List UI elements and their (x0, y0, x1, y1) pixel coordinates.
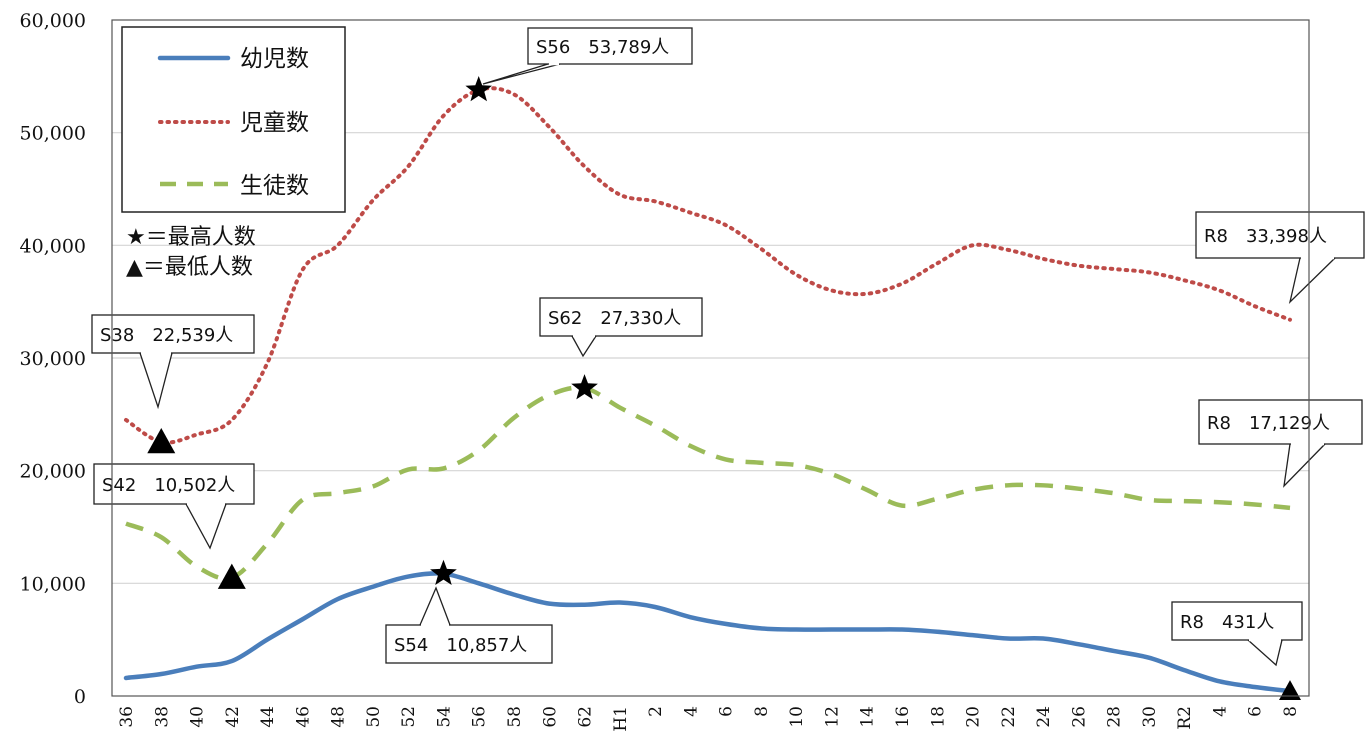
legend-label-child: 児童数 (240, 110, 309, 136)
y-tick-label: 10,000 (20, 573, 86, 595)
x-tick-label: 36 (117, 706, 137, 728)
x-tick-label: 38 (152, 706, 172, 728)
callout-label: R8 17,129人 (1207, 413, 1330, 434)
x-tick-label: 26 (1069, 706, 1089, 728)
callout-tail (572, 336, 596, 356)
callout-label: S54 10,857人 (394, 635, 527, 656)
y-tick-label: 50,000 (20, 123, 86, 145)
triangle-marker (218, 564, 246, 589)
x-tick-label: 62 (576, 706, 596, 728)
star-marker (465, 76, 492, 101)
x-tick-label: R2 (1175, 706, 1195, 730)
key-lowest: ▲＝最低人数 (126, 255, 253, 280)
callout-label: S38 22,539人 (100, 325, 233, 346)
x-tick-label: 4 (1210, 706, 1230, 717)
x-tick-label: H1 (611, 706, 631, 731)
x-tick-label: 12 (822, 706, 842, 728)
x-tick-label: 2 (646, 706, 666, 717)
star-marker (430, 560, 457, 585)
x-tick-label: 10 (787, 706, 807, 728)
callout-label: S56 53,789人 (536, 37, 669, 58)
series-line-student (126, 388, 1290, 579)
x-tick-label: 14 (858, 706, 878, 728)
x-axis-ticks: 36 38 40 42 44 46 48 50 52 54 56 58 60 62 H1 2 4 6 8 10 12 14… (117, 706, 1301, 731)
x-tick-label: 52 (399, 706, 419, 728)
callout-tail (186, 504, 226, 548)
legend: 幼児数 児童数 生徒数 (122, 27, 345, 212)
callout-tail (1290, 258, 1335, 302)
x-tick-label: 42 (223, 706, 243, 728)
y-tick-label: 30,000 (20, 348, 86, 370)
series-line-young (126, 573, 1290, 691)
x-tick-label: 40 (188, 706, 208, 728)
x-tick-label: 16 (893, 706, 913, 728)
callout-tail (1248, 640, 1282, 665)
x-tick-label: 56 (470, 706, 490, 728)
callout: S42 10,502人 (94, 464, 254, 548)
callout: S56 53,789人 (483, 28, 692, 84)
y-tick-label: 60,000 (20, 10, 86, 32)
y-axis-ticks: 0 10,000 20,000 30,000 40,000 50,000 60,000 (20, 10, 86, 708)
legend-frame (122, 27, 345, 212)
x-tick-label: 8 (1281, 706, 1301, 717)
x-tick-label: 44 (258, 706, 278, 728)
callout-label: S42 10,502人 (102, 475, 235, 496)
callout: S38 22,539人 (92, 315, 254, 407)
y-tick-label: 40,000 (20, 235, 86, 257)
y-tick-label: 0 (74, 686, 86, 708)
x-tick-label: 8 (752, 706, 772, 717)
y-tick-label: 20,000 (20, 461, 86, 483)
callout: S62 27,330人 (540, 298, 702, 356)
callout-tail (1284, 444, 1325, 486)
x-tick-label: 20 (964, 706, 984, 728)
x-tick-label: 54 (434, 706, 454, 728)
x-tick-label: 6 (1246, 706, 1266, 717)
callout-tail (140, 353, 172, 407)
x-tick-label: 4 (681, 706, 701, 717)
callout: R8 17,129人 (1199, 400, 1362, 486)
key-highest: ★＝最高人数 (126, 225, 256, 250)
callout: R8 431人 (1172, 602, 1302, 665)
x-tick-label: 50 (364, 706, 384, 728)
callout-tail (420, 588, 450, 625)
x-tick-label: 22 (999, 706, 1019, 728)
star-marker (571, 374, 598, 399)
x-tick-label: 48 (329, 706, 349, 728)
x-tick-label: 24 (1034, 706, 1054, 728)
callout-tail (483, 64, 560, 84)
callout: R8 33,398人 (1196, 212, 1364, 302)
x-tick-label: 6 (717, 706, 737, 717)
x-tick-label: 60 (540, 706, 560, 728)
legend-label-young: 幼児数 (240, 46, 309, 72)
x-tick-label: 58 (505, 706, 525, 728)
x-tick-label: 18 (928, 706, 948, 728)
x-tick-label: 30 (1140, 706, 1160, 728)
x-tick-label: 46 (293, 706, 313, 728)
callout-label: S62 27,330人 (548, 308, 681, 329)
callout-label: R8 431人 (1180, 612, 1274, 633)
legend-label-student: 生徒数 (240, 173, 309, 199)
x-tick-label: 28 (1105, 706, 1125, 728)
